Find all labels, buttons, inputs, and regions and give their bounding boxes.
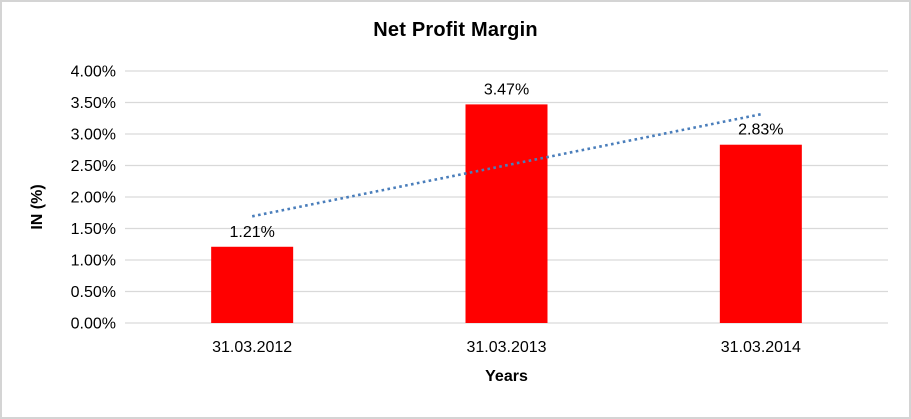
bar[interactable] bbox=[465, 104, 548, 323]
x-axis-title: Years bbox=[485, 368, 528, 385]
trendline-segment bbox=[251, 112, 762, 218]
data-label: 1.21% bbox=[229, 224, 274, 241]
y-tick-label: 2.50% bbox=[71, 158, 116, 175]
bar[interactable] bbox=[719, 144, 802, 323]
y-axis-tick-labels: 0.00% 0.50% 1.00% 1.50% 2.00% 2.50% 3.00% 3.50%… bbox=[71, 64, 116, 333]
y-tick-label: 3.00% bbox=[71, 127, 116, 144]
y-tick-label: 1.00% bbox=[71, 253, 116, 270]
trendline bbox=[251, 112, 762, 218]
y-tick-label: 1.50% bbox=[71, 221, 116, 238]
data-label: 2.83% bbox=[738, 122, 783, 139]
y-tick-label: 4.00% bbox=[71, 64, 116, 81]
y-tick-label: 0.50% bbox=[71, 284, 116, 301]
data-label: 3.47% bbox=[484, 81, 529, 98]
chart-title: Net Profit Margin bbox=[373, 19, 538, 41]
category-label: 31.03.2012 bbox=[212, 339, 292, 356]
category-label: 31.03.2013 bbox=[466, 339, 546, 356]
bar-series bbox=[211, 104, 802, 323]
bar[interactable] bbox=[211, 246, 294, 323]
data-labels: 1.21% 3.47% 2.83% bbox=[229, 81, 783, 240]
y-tick-label: 2.00% bbox=[71, 190, 116, 207]
category-label: 31.03.2014 bbox=[721, 339, 801, 356]
x-axis-category-labels: 31.03.2012 31.03.2013 31.03.2014 bbox=[212, 339, 801, 356]
y-tick-label: 3.50% bbox=[71, 95, 116, 112]
y-tick-label: 0.00% bbox=[71, 316, 116, 333]
